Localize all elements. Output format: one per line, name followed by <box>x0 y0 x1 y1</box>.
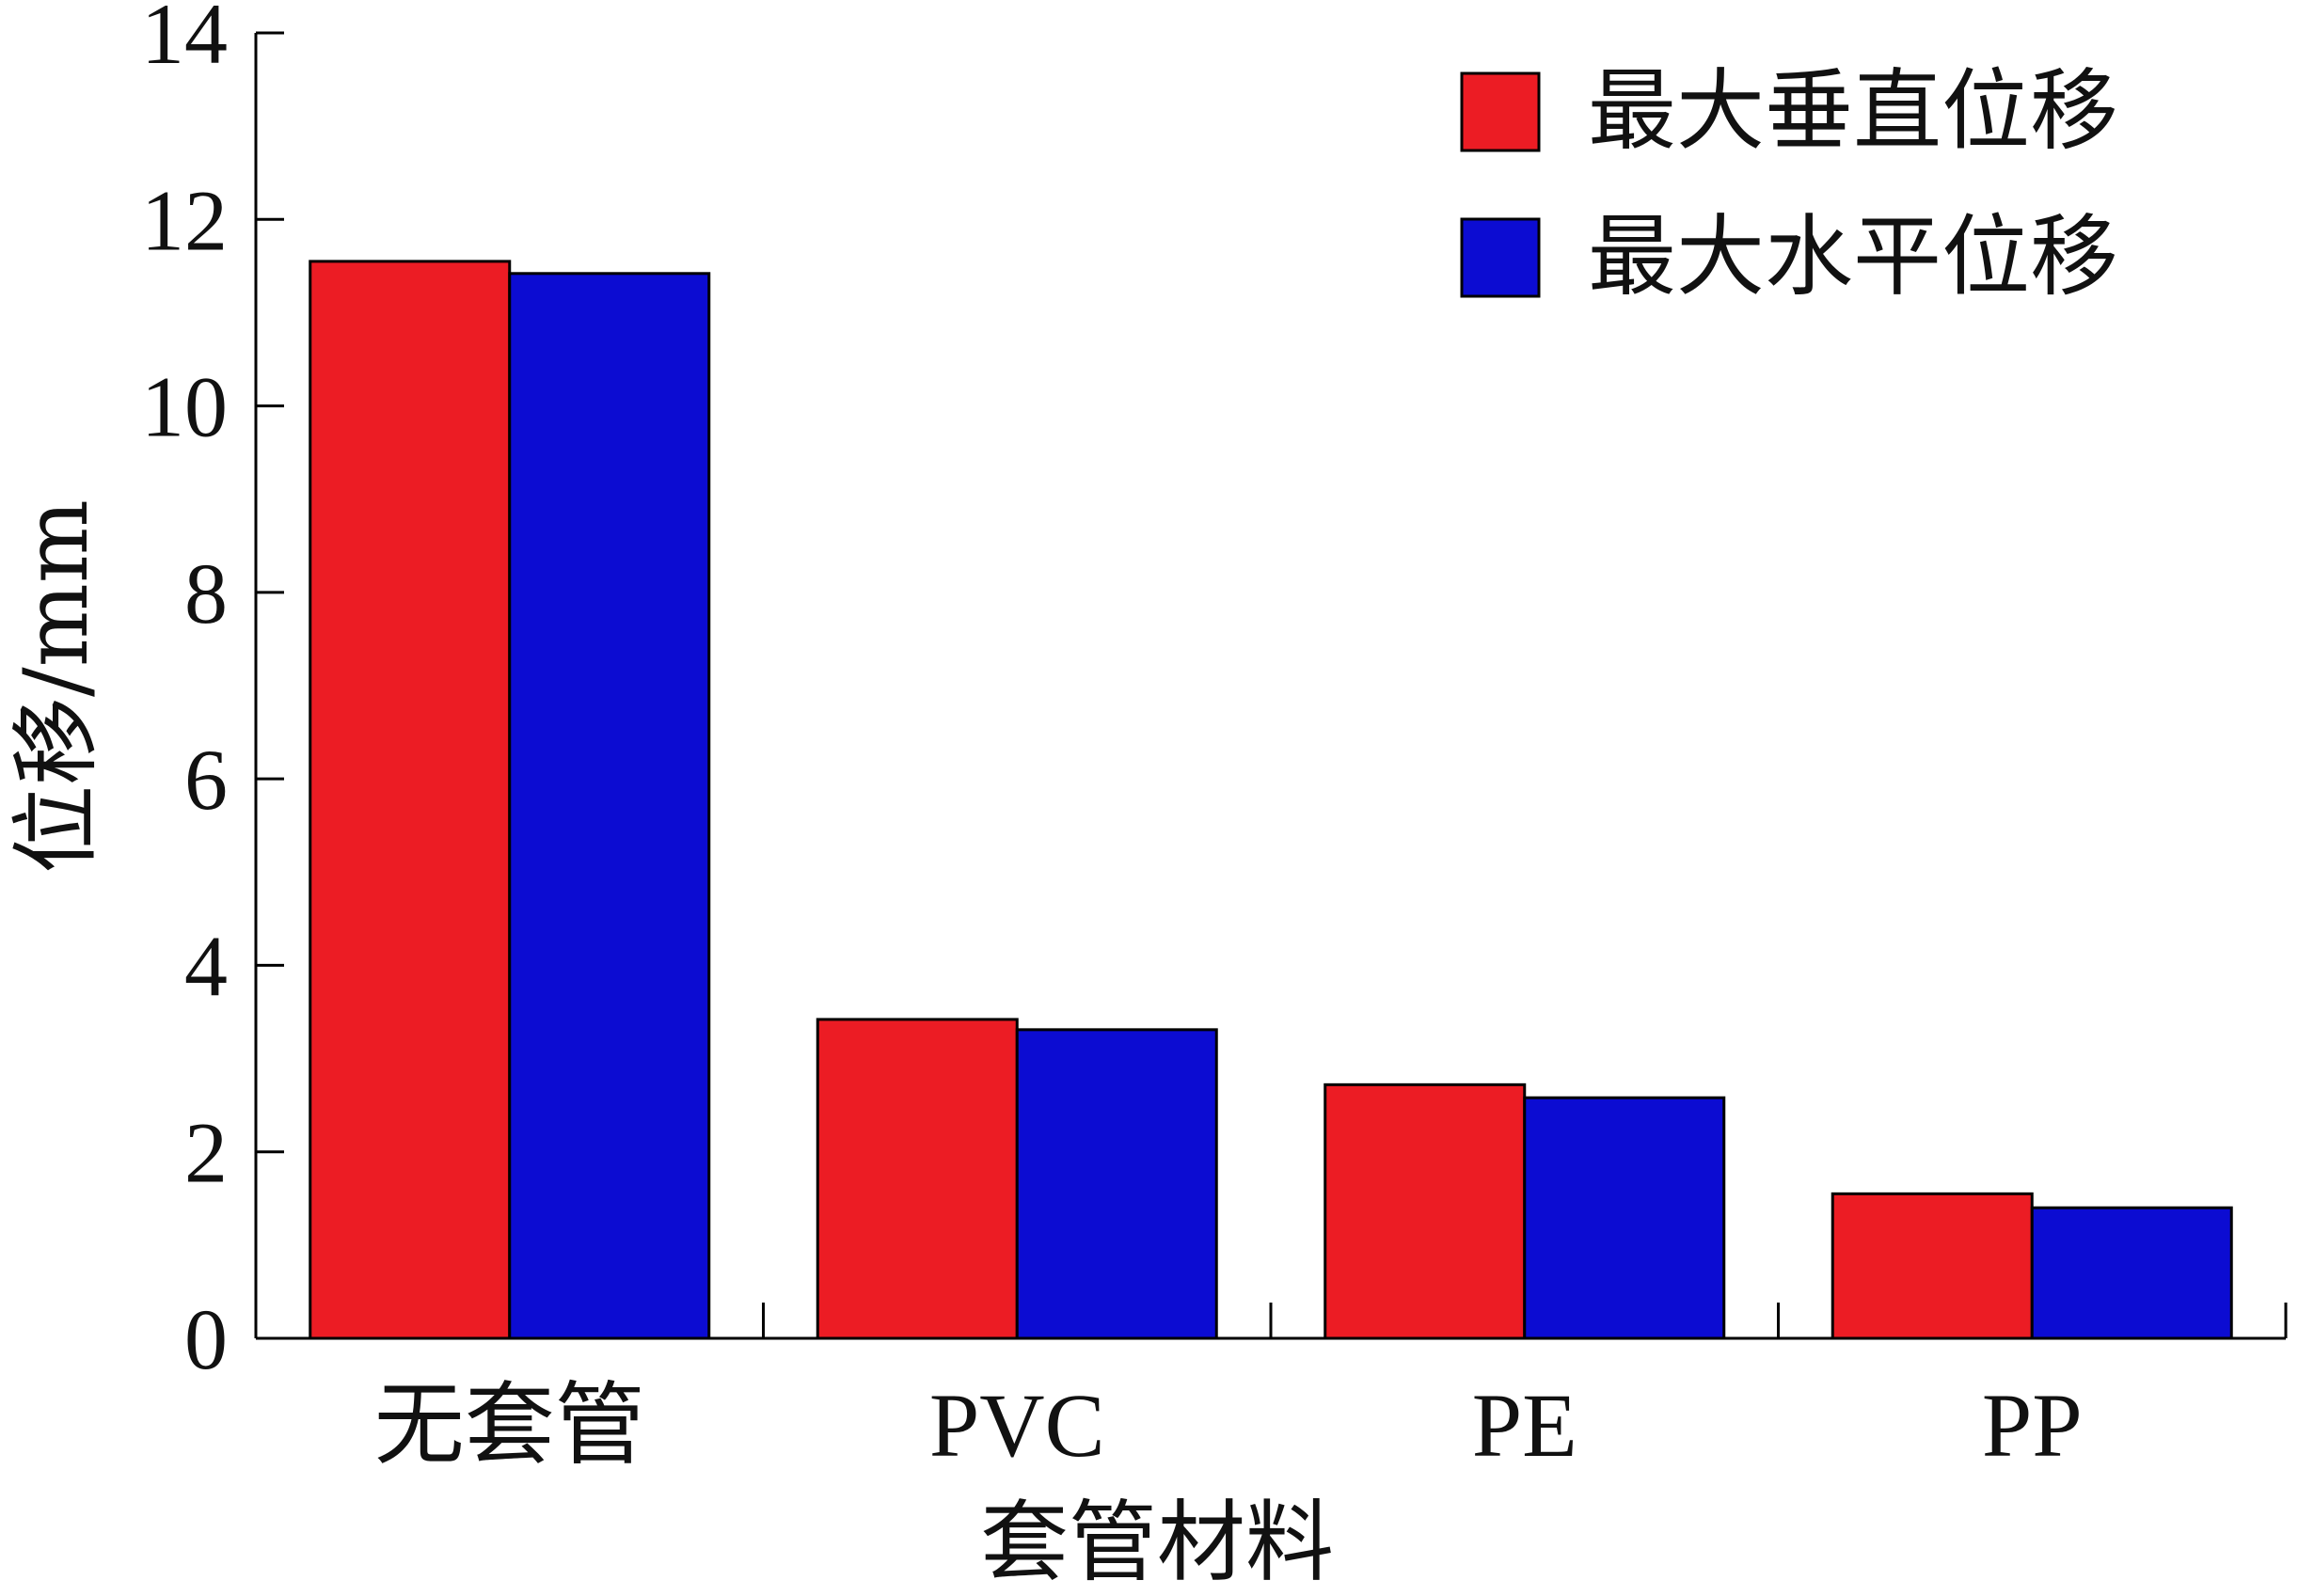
x-tick-label: 无套管 <box>374 1375 645 1476</box>
y-tick-label: 2 <box>184 1105 228 1201</box>
legend-swatch-1 <box>1460 217 1541 298</box>
bar-horizontal-2 <box>1523 1096 1726 1340</box>
y-tick-label: 6 <box>184 732 228 828</box>
bar-vertical-2 <box>1323 1082 1527 1340</box>
legend-label-0: 最大垂直位移 <box>1588 60 2118 163</box>
bar-horizontal-1 <box>1015 1028 1218 1340</box>
bars <box>309 260 2233 1340</box>
bar-vertical-0 <box>309 260 512 1340</box>
y-tick-label: 8 <box>184 545 228 641</box>
y-axis-title: 位移/mm <box>6 499 108 874</box>
bar-horizontal-3 <box>2030 1206 2233 1340</box>
y-tick-label: 14 <box>141 0 228 82</box>
axis-labels: 套管材料 位移/mm <box>6 499 1334 1594</box>
legend-swatch-0 <box>1460 71 1541 152</box>
bar-vertical-1 <box>816 1018 1019 1340</box>
legend-label-1: 最大水平位移 <box>1588 206 2118 308</box>
bar-horizontal-0 <box>508 272 711 1340</box>
x-tick-label: PVC <box>929 1375 1105 1476</box>
y-tick-label: 10 <box>141 359 228 455</box>
x-tick-label: PP <box>1982 1375 2083 1476</box>
bar-vertical-3 <box>1831 1192 2034 1340</box>
axes: 0 2 4 6 8 10 12 14 无套管 PVC PE PP <box>141 0 2288 1476</box>
y-tick-label: 0 <box>184 1291 228 1387</box>
y-tick-label: 12 <box>141 172 228 268</box>
x-tick-label: PE <box>1472 1375 1577 1476</box>
y-tick-label: 4 <box>184 918 228 1014</box>
x-axis-title: 套管材料 <box>980 1492 1334 1594</box>
